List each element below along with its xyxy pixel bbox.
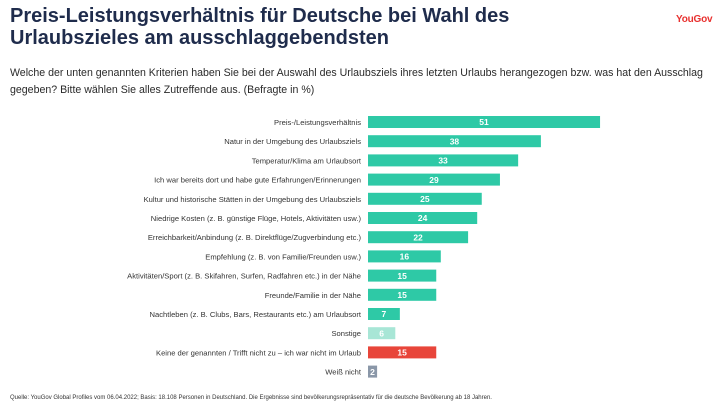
data-label: 38 (450, 136, 460, 146)
chart-title: Preis-Leistungsverhältnis für Deutsche b… (10, 5, 510, 49)
bar (368, 212, 478, 224)
bar (368, 308, 400, 320)
category-label: Ich war bereits dort und habe gute Erfah… (154, 176, 361, 185)
data-label: 2 (370, 367, 375, 377)
category-label: Aktivitäten/Sport (z. B. Skifahren, Surf… (127, 272, 361, 281)
data-label: 15 (397, 271, 407, 281)
bar (368, 288, 437, 301)
source-note: Quelle: YouGov Global Profiles vom 06.04… (10, 395, 492, 401)
category-label: Temperatur/Klima am Urlaubsort (252, 156, 362, 165)
category-label: Empfehlung (z. B. von Familie/Freunden u… (205, 252, 361, 261)
bar (368, 231, 469, 244)
bar (368, 192, 482, 205)
bar (368, 173, 500, 186)
yougov-logo: YouGov (676, 14, 713, 25)
data-label: 15 (397, 290, 407, 300)
category-label: Sonstige (331, 329, 361, 338)
bar (368, 116, 601, 128)
bar (368, 327, 396, 340)
category-label: Freunde/Familie in der Nähe (265, 291, 361, 300)
category-label: Weiß nicht (325, 368, 362, 377)
category-label: Erreichbarkeit/Anbindung (z. B. Direktfl… (148, 233, 362, 242)
data-label: 29 (429, 175, 439, 185)
data-label: 33 (438, 156, 448, 166)
data-label: 25 (420, 194, 430, 204)
data-label: 16 (400, 252, 410, 262)
data-label: 7 (382, 309, 387, 319)
bar (368, 135, 541, 148)
data-label: 24 (418, 213, 428, 223)
category-label: Nachtleben (z. B. Clubs, Bars, Restauran… (150, 310, 362, 319)
data-label: 15 (397, 348, 407, 358)
bar (368, 154, 519, 167)
data-label: 22 (413, 232, 423, 242)
category-label: Kultur und historische Stätten in der Um… (144, 195, 362, 204)
data-label: 6 (379, 328, 384, 338)
chart-subtitle: Welche der unten genannten Kriterien hab… (10, 67, 703, 96)
data-label: 51 (479, 117, 489, 127)
category-label: Niedrige Kosten (z. B. günstige Flüge, H… (151, 214, 362, 223)
category-label: Natur in der Umgebung des Urlaubsziels (224, 137, 361, 146)
bar (368, 365, 378, 378)
bar (368, 269, 437, 282)
bar (368, 346, 437, 359)
bar-chart: Preis-/Leistungsverhältnis 51 Natur in der… (127, 116, 601, 378)
category-label: Preis-/Leistungsverhältnis (274, 118, 361, 127)
bar (368, 250, 441, 263)
category-label: Keine der genannten / Trifft nicht zu – … (156, 348, 361, 357)
